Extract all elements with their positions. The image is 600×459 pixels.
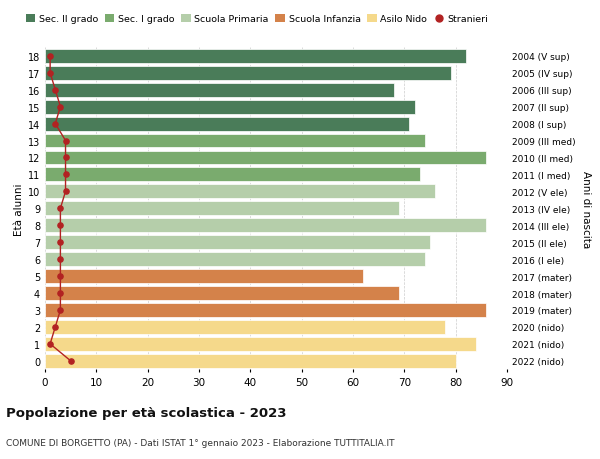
Bar <box>45 354 455 368</box>
Point <box>50 324 60 331</box>
Bar <box>45 252 425 267</box>
Text: COMUNE DI BORGETTO (PA) - Dati ISTAT 1° gennaio 2023 - Elaborazione TUTTITALIA.I: COMUNE DI BORGETTO (PA) - Dati ISTAT 1° … <box>6 438 395 448</box>
Point <box>61 154 70 162</box>
Point <box>56 273 65 280</box>
Point <box>46 70 55 77</box>
Bar <box>45 303 487 317</box>
Bar <box>45 101 415 114</box>
Bar <box>45 236 430 250</box>
Y-axis label: Età alunni: Età alunni <box>14 183 23 235</box>
Point <box>56 222 65 230</box>
Bar <box>45 202 399 216</box>
Point <box>56 205 65 213</box>
Text: Popolazione per età scolastica - 2023: Popolazione per età scolastica - 2023 <box>6 406 287 419</box>
Point <box>56 104 65 111</box>
Bar <box>45 67 451 80</box>
Point <box>61 188 70 196</box>
Point <box>56 256 65 263</box>
Point <box>56 239 65 246</box>
Bar <box>45 151 487 165</box>
Bar <box>45 84 394 97</box>
Bar <box>45 168 420 182</box>
Bar <box>45 134 425 148</box>
Legend: Sec. II grado, Sec. I grado, Scuola Primaria, Scuola Infanzia, Asilo Nido, Stran: Sec. II grado, Sec. I grado, Scuola Prim… <box>22 11 491 28</box>
Bar <box>45 118 409 131</box>
Point <box>56 290 65 297</box>
Bar <box>45 269 363 283</box>
Point <box>56 307 65 314</box>
Point <box>50 121 60 128</box>
Point <box>46 341 55 348</box>
Point <box>61 138 70 145</box>
Bar <box>45 337 476 351</box>
Point <box>66 358 76 365</box>
Point <box>50 87 60 94</box>
Bar <box>45 185 435 199</box>
Y-axis label: Anni di nascita: Anni di nascita <box>581 170 591 247</box>
Point <box>46 53 55 60</box>
Bar <box>45 320 445 334</box>
Bar <box>45 50 466 64</box>
Bar <box>45 286 399 300</box>
Bar <box>45 219 487 233</box>
Point <box>61 171 70 179</box>
